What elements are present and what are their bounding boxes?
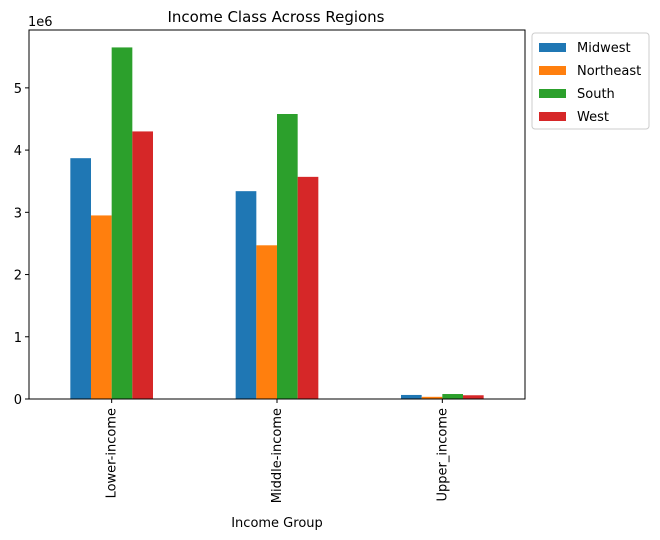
bar-south-0: [111, 47, 133, 399]
y-tick-label: 2: [14, 269, 22, 284]
y-tick-label: 1: [14, 331, 22, 346]
bar-west-0: [132, 131, 153, 399]
bar-northeast-0: [91, 215, 112, 399]
y-tick-label: 4: [14, 144, 22, 159]
legend-label-midwest: Midwest: [577, 41, 631, 56]
y-axis: 0 1 2 3 4 5: [14, 82, 29, 408]
bar-midwest-2: [401, 394, 422, 399]
legend-box: [531, 32, 650, 130]
y-tick-label: 0: [14, 393, 22, 408]
plot-frame: [28, 29, 526, 400]
legend: Midwest Northeast South West: [531, 32, 650, 130]
legend-swatch-northeast: [539, 66, 566, 75]
x-axis: Lower-income Middle-income Upper_income: [105, 399, 450, 503]
bars-group: [70, 47, 484, 399]
y-tick-label: 3: [14, 206, 22, 221]
x-tick-label: Upper_income: [435, 408, 450, 501]
chart-title: Income Class Across Regions: [167, 8, 384, 26]
x-tick-label: Lower-income: [105, 408, 120, 498]
legend-swatch-midwest: [539, 43, 566, 52]
bar-northeast-2: [421, 396, 443, 399]
x-axis-label: Income Group: [231, 516, 323, 531]
x-tick-label: Middle-income: [270, 408, 285, 503]
bar-northeast-1: [256, 245, 277, 399]
bar-south-2: [442, 394, 463, 399]
bar-south-1: [277, 114, 298, 399]
bar-midwest-1: [235, 191, 257, 399]
y-offset-label: 1e6: [28, 15, 53, 30]
legend-swatch-south: [539, 89, 566, 98]
legend-label-south: South: [577, 87, 615, 102]
bar-west-1: [297, 176, 319, 399]
bar-midwest-0: [70, 158, 91, 399]
legend-swatch-west: [539, 112, 566, 121]
y-tick-label: 5: [14, 82, 22, 97]
bar-west-2: [463, 395, 484, 399]
legend-label-west: West: [577, 110, 609, 125]
legend-label-northeast: Northeast: [577, 64, 641, 79]
